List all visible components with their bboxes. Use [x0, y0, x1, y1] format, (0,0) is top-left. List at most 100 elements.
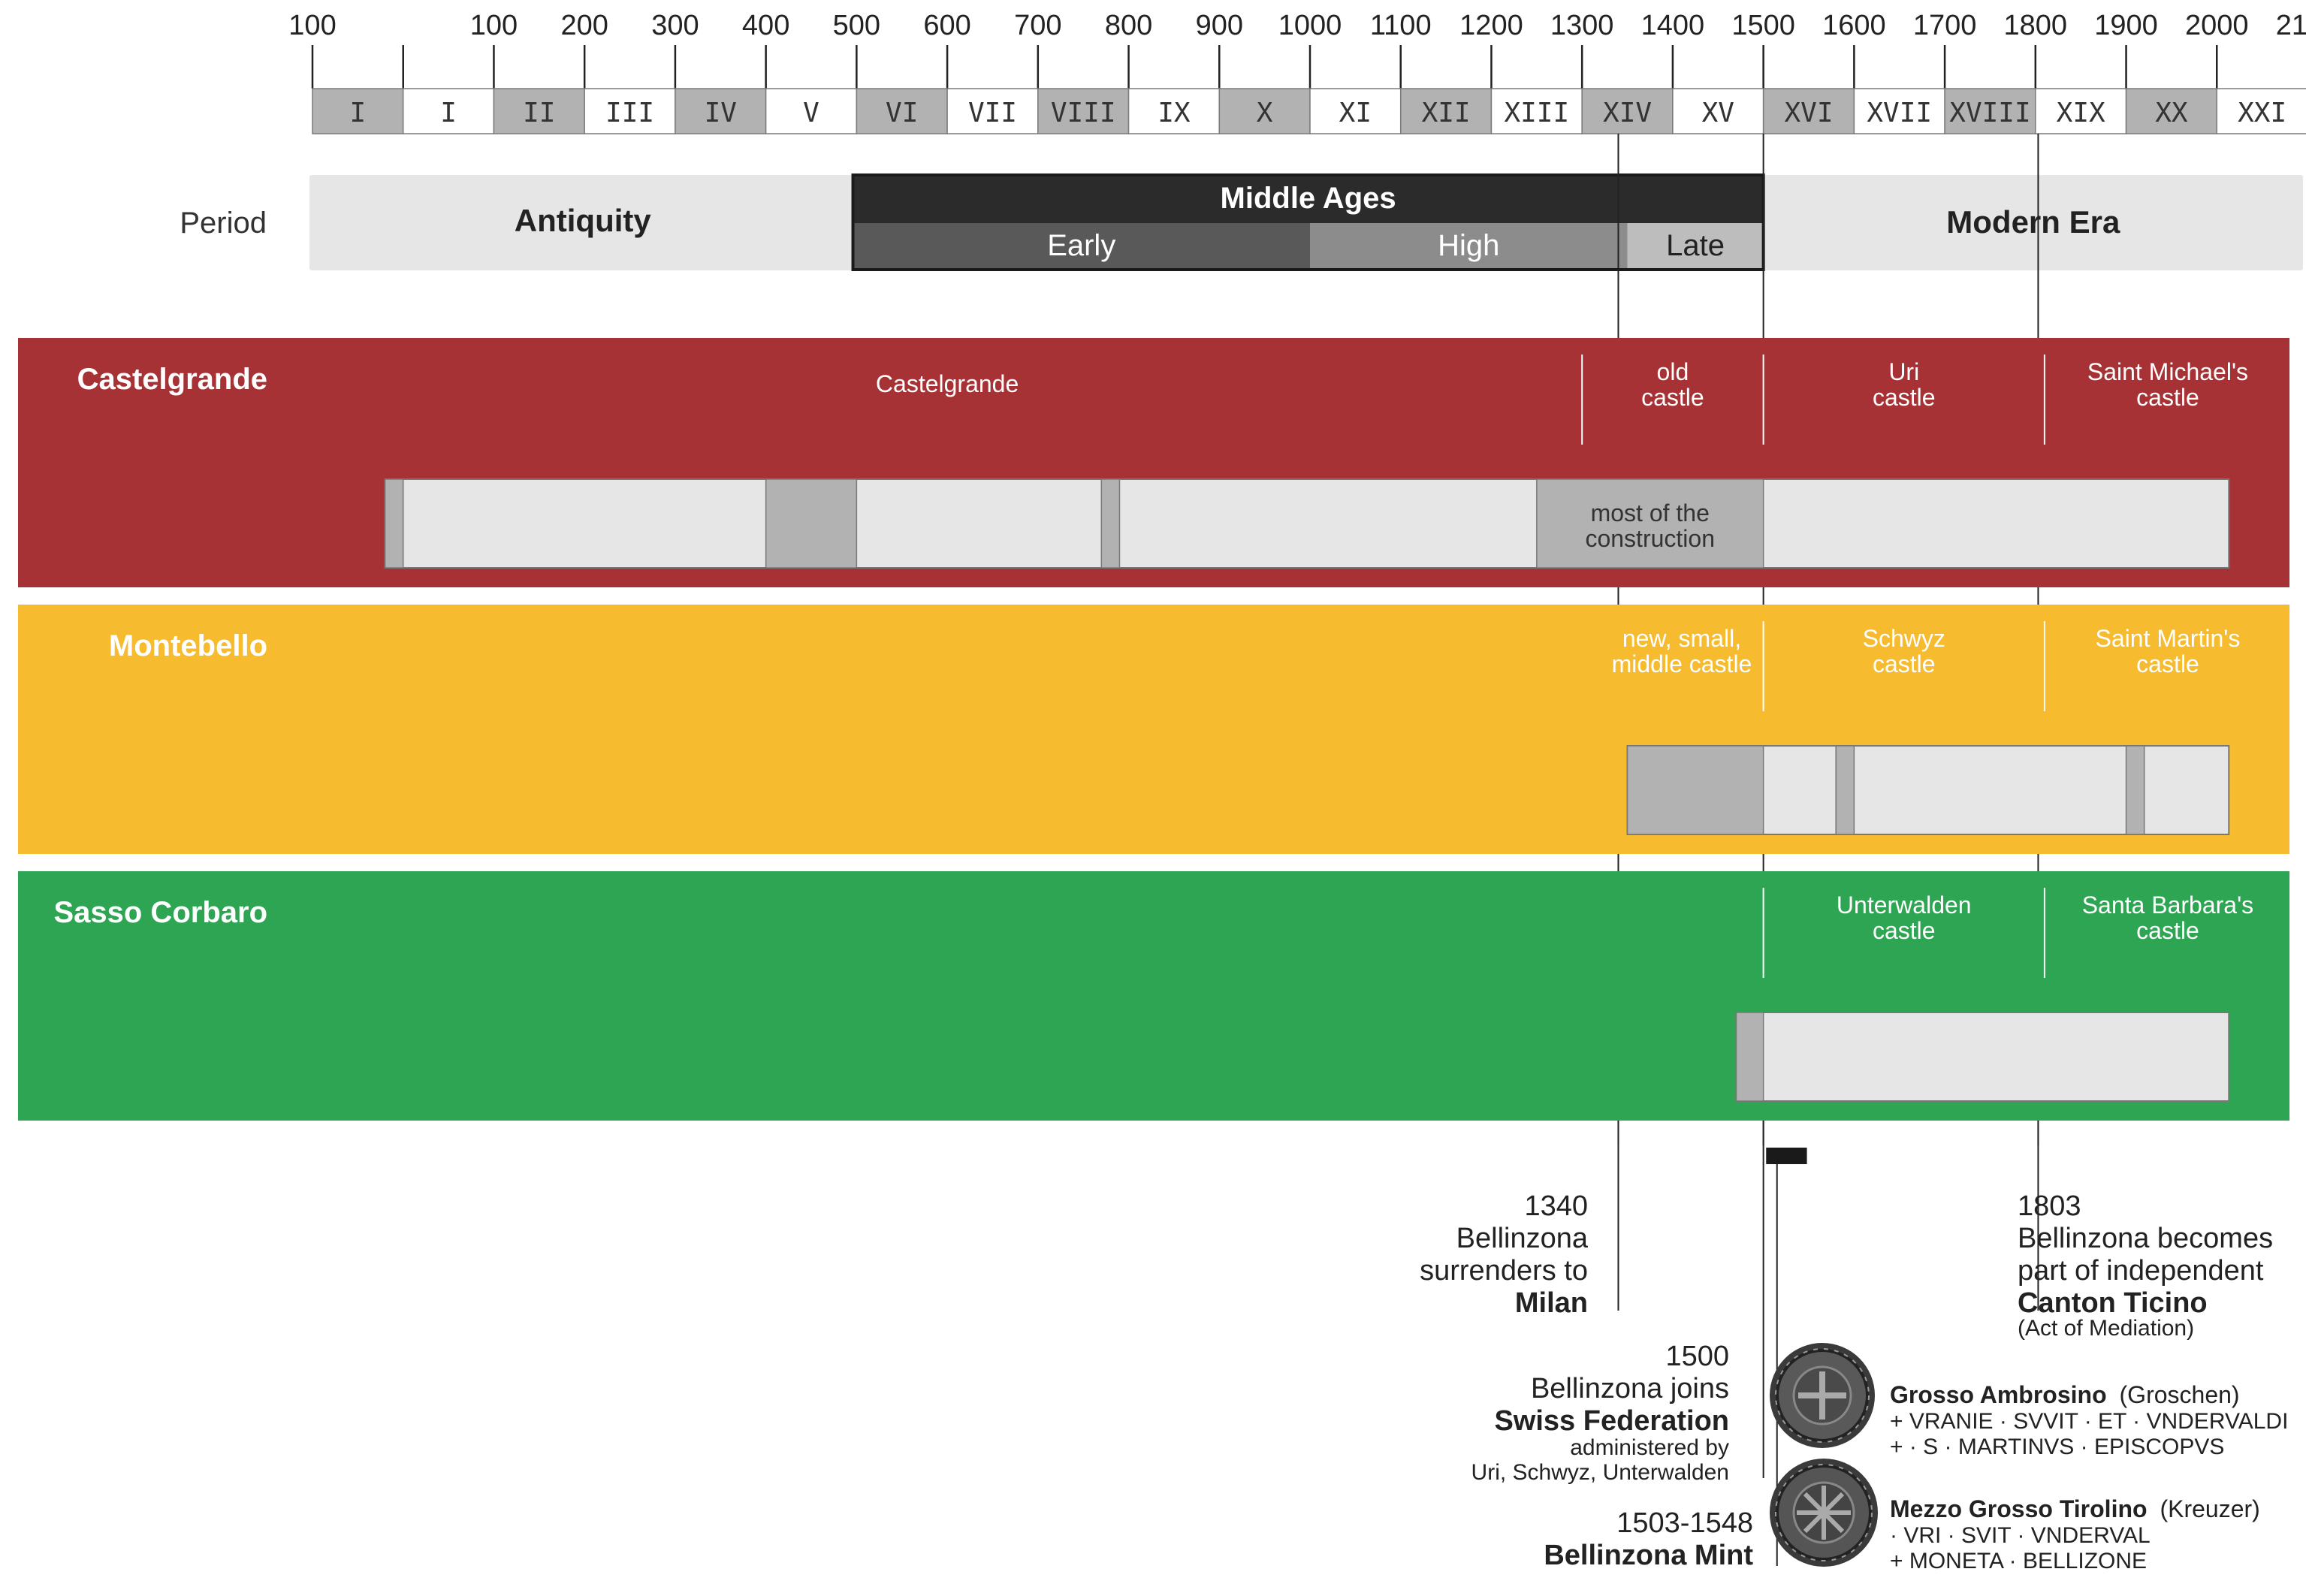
castle-period-name: new, small, middle castle	[1612, 625, 1752, 677]
century-box-18	[1944, 88, 2036, 134]
castle-bar-note-line: construction	[1585, 525, 1715, 552]
castle-period-name-line: castle	[1873, 384, 1936, 411]
century-box-7	[946, 88, 1039, 134]
castle-period-name: old castle	[1641, 358, 1704, 411]
castle-period-name: Santa Barbara's castle	[2082, 892, 2253, 944]
period-early-label: Early	[1047, 229, 1115, 262]
castle-period-name: Saint Michael's castle	[2087, 358, 2248, 411]
reference-lines	[1617, 134, 2039, 1566]
coin-1-line1: + VRANIE · SVVIT · ET · VNDERVALDI	[1890, 1409, 2288, 1434]
coin-2-line1: · VRI · SVIT · VNDERVAL	[1890, 1523, 2151, 1548]
century-box-21	[2216, 88, 2306, 134]
coin-2-name: Mezzo Grosso Tirolino	[1890, 1495, 2148, 1522]
century-box-15	[1672, 88, 1764, 134]
event-1500-small2: Uri, Schwyz, Unterwalden	[1471, 1460, 1729, 1485]
period-modern-era-label: Modern Era	[1946, 204, 2120, 240]
century-box-17	[1853, 88, 1945, 134]
century-box-11	[1309, 88, 1402, 134]
castle-period-name-line: castle	[1873, 917, 1936, 944]
event-1340-line2: surrenders to	[1420, 1255, 1588, 1287]
castle-period-name-line: castle	[2136, 384, 2199, 411]
event-1500-year: 1500	[1665, 1341, 1729, 1372]
century-label-17: XVII	[1867, 98, 1932, 128]
year-tick-label-15: 1500	[1731, 10, 1795, 41]
century-label-19: XIX	[2057, 98, 2105, 128]
century-label-8: VIII	[1051, 98, 1116, 128]
period-middle-ages-label: Middle Ages	[1221, 182, 1396, 215]
century-label-20: XX	[2155, 98, 2188, 128]
century-label-14: XIV	[1603, 98, 1652, 128]
century-label-3: III	[605, 98, 654, 128]
year-tick-label-9: 900	[1196, 10, 1243, 41]
castle-period-name-line: Unterwalden	[1837, 892, 1972, 919]
period-row: Period Antiquity Modern Era Middle Ages …	[180, 173, 2303, 271]
year-tick-label-18: 1800	[2004, 10, 2068, 41]
century-label-11: XI	[1339, 98, 1372, 128]
century-box-14	[1581, 88, 1674, 134]
coin-1-name: Grosso Ambrosino	[1890, 1381, 2107, 1408]
period-high	[1310, 223, 1628, 270]
year-tick-label-3: 300	[651, 10, 699, 41]
coin-image-2	[1770, 1459, 1878, 1567]
century-box-6	[856, 88, 948, 134]
year-tick-label-0: 100	[288, 10, 336, 41]
year-tick-label-20: 2000	[2185, 10, 2249, 41]
century-row: I I II III IV V VI VII VIII IX X XI XII XIII XIV XV XVI X…	[312, 88, 2306, 134]
castle-period-name-line: middle castle	[1612, 650, 1752, 677]
event-mint-bold: Bellinzona Mint	[1544, 1540, 1753, 1571]
coin-image-1	[1770, 1343, 1875, 1448]
coin-grosso-ambrosino: Grosso Ambrosino (Groschen) + VRANIE · S…	[1770, 1343, 2288, 1459]
event-1500: 1500 Bellinzona joins Swiss Federation a…	[1471, 1341, 1729, 1485]
century-label-12: XII	[1422, 98, 1471, 128]
year-tick-label-6: 600	[923, 10, 970, 41]
castle-name: Sasso Corbaro	[53, 896, 267, 929]
coin-mezzo-grosso-tirolino: Mezzo Grosso Tirolino (Kreuzer) · VRI · …	[1770, 1459, 2260, 1573]
century-label-16: XVI	[1784, 98, 1833, 128]
century-box-4	[675, 88, 767, 134]
century-label-9: IX	[1158, 98, 1191, 128]
castle-period-name-line: castle	[2136, 650, 2199, 677]
castle-bar-note-line: most of the	[1591, 499, 1710, 526]
period-late	[1627, 223, 1764, 270]
event-1340-line1: Bellinzona	[1456, 1223, 1589, 1254]
year-tick-label-2: 200	[560, 10, 608, 41]
event-1340: 1340 Bellinzona surrenders to Milan	[1420, 1190, 1589, 1319]
mint-period-marker	[1766, 1148, 1807, 1164]
event-1500-bold: Swiss Federation	[1494, 1405, 1729, 1437]
castle-construction-segment	[1626, 745, 1764, 835]
century-label-18: XVIII	[1949, 98, 2030, 128]
year-tick-label-5: 500	[833, 10, 880, 41]
castle-construction-segment	[384, 478, 404, 569]
coin-2-type: (Kreuzer)	[2160, 1495, 2259, 1522]
castle-period-name-line: old	[1657, 358, 1689, 385]
century-label-13: XIII	[1504, 98, 1569, 128]
castle-period-name: Uri castle	[1873, 358, 1936, 411]
century-box-3	[584, 88, 676, 134]
castle-period-name: Unterwalden castle	[1837, 892, 1972, 944]
castle-existence-bar	[1735, 1012, 2230, 1102]
event-1500-small1: administered by	[1570, 1435, 1729, 1460]
event-1803: 1803 Bellinzona becomes part of independ…	[2018, 1190, 2273, 1341]
event-1340-year: 1340	[1524, 1190, 1588, 1222]
century-box-0	[312, 88, 404, 134]
castle-construction-segment	[1835, 745, 1855, 835]
castle-period-name-line: Saint Michael's	[2087, 358, 2248, 385]
coin-1-line2: + · S · MARTINVS · EPISCOPVS	[1890, 1435, 2224, 1459]
castle-period-name-line: Saint Martin's	[2096, 625, 2241, 652]
century-box-1	[402, 88, 495, 134]
event-mint-year: 1503-1548	[1616, 1507, 1753, 1539]
event-1803-line2: part of independent	[2018, 1255, 2264, 1287]
year-tick-label-14: 1400	[1641, 10, 1705, 41]
castle-period-name-line: castle	[1641, 384, 1704, 411]
century-label-2: II	[523, 98, 555, 128]
castle-period-name-line: Uri	[1888, 358, 1919, 385]
century-label-6: VI	[886, 98, 918, 128]
period-early	[853, 223, 1310, 270]
year-axis: 100 100 200 300 400 500 600 700 800 900 1000 1100 12…	[288, 10, 2306, 89]
period-late-label: Late	[1666, 229, 1725, 262]
century-label-21: XXI	[2238, 98, 2286, 128]
period-antiquity	[309, 175, 853, 270]
year-tick-label-19: 1900	[2094, 10, 2158, 41]
year-tick-label-16: 1600	[1822, 10, 1886, 41]
